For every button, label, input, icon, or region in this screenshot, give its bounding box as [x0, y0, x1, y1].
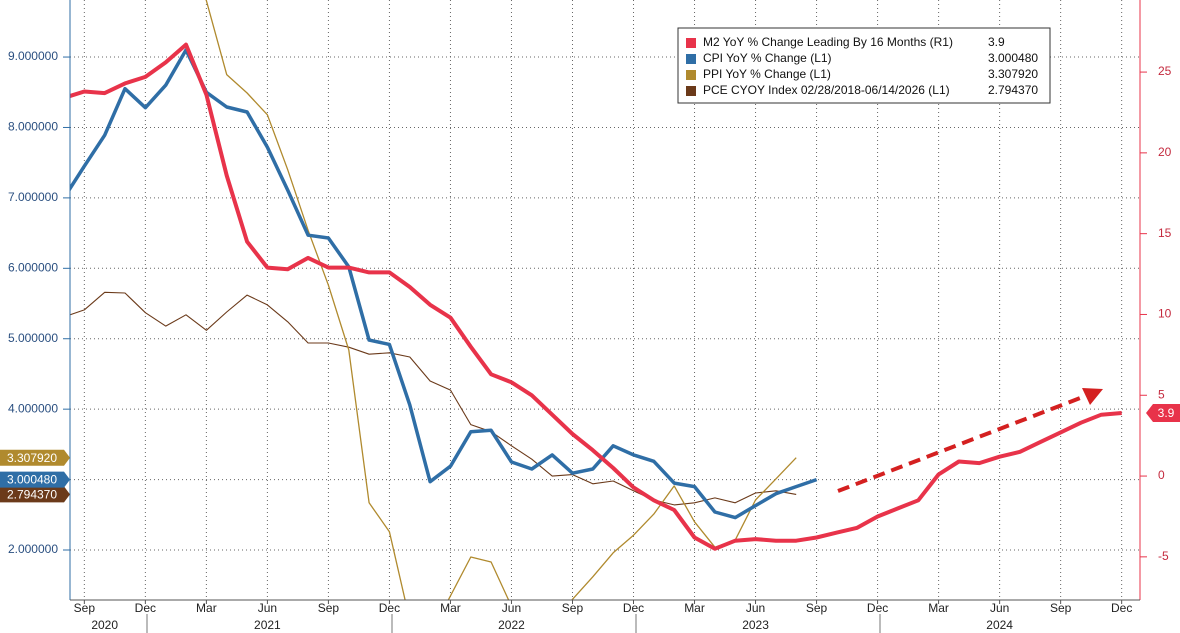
x-tick-label: Jun [258, 601, 277, 615]
y-tick-label: 6.000000 [8, 260, 58, 274]
y-tick-label: 2.000000 [8, 542, 58, 556]
y2-tick-label: 10 [1158, 307, 1172, 321]
axis-tag [1146, 404, 1180, 423]
legend: PCE CYOY Index 02/28/2018-06/14/2026 (L1… [677, 27, 1051, 104]
x-tick-label: Sep [74, 601, 96, 615]
axis-tag-label: 3.9 [1158, 406, 1175, 420]
series-line [70, 291, 797, 506]
x-tick-label: Dec [379, 601, 400, 615]
x-tick-label: Sep [1050, 601, 1072, 615]
x-group-label: 2021 [254, 618, 281, 632]
y-tick-label: 7.000000 [8, 190, 58, 204]
series-line [70, 42, 1122, 551]
x-tick-label: Mar [928, 601, 949, 615]
y2-tick-label: -5 [1158, 549, 1169, 563]
x-group-label: 2023 [742, 618, 769, 632]
legend-box [677, 27, 1051, 104]
x-group-label: 2024 [986, 618, 1013, 632]
legend-label: PCE CYOY Index 02/28/2018-06/14/2026 (L1… [703, 83, 950, 97]
series-line [70, 48, 818, 520]
legend-swatch [686, 86, 696, 96]
y2-tick-label: 25 [1158, 64, 1172, 78]
legend-label: CPI YoY % Change (L1) [703, 51, 832, 65]
trend-arrowhead [1082, 388, 1103, 405]
overlays: 2.0000003.0000004.0000005.0000006.000000… [0, 49, 1180, 632]
x-tick-label: Mar [196, 601, 217, 615]
legend-swatch [686, 38, 696, 48]
x-tick-label: Jun [746, 601, 765, 615]
axis-tag-label: 3.307920 [7, 451, 57, 465]
x-tick-label: Dec [867, 601, 888, 615]
x-tick-label: Sep [562, 601, 584, 615]
y2-tick-label: 5 [1158, 387, 1165, 401]
x-tick-label: Mar [684, 601, 705, 615]
series-line [205, 0, 797, 600]
y2-tick-label: 0 [1158, 468, 1165, 482]
x-tick-label: Dec [1111, 601, 1132, 615]
x-tick-label: Sep [318, 601, 340, 615]
axis-tag-label: 2.794370 [7, 488, 57, 502]
y-tick-label: 9.000000 [8, 49, 58, 63]
x-tick-label: Jun [990, 601, 1009, 615]
axis-tag [0, 486, 70, 503]
legend-value: 2.794370 [988, 83, 1038, 97]
x-tick-label: Dec [623, 601, 644, 615]
y-tick-label: 8.000000 [8, 120, 58, 134]
plot-area [70, 0, 1122, 600]
x-tick-label: Mar [440, 601, 461, 615]
y2-tick-label: 20 [1158, 145, 1172, 159]
axis-tag [0, 471, 70, 488]
legend-swatch [686, 70, 696, 80]
y-tick-label: 4.000000 [8, 401, 58, 415]
legend-value: 3.000480 [988, 51, 1038, 65]
x-group-label: 2020 [91, 618, 118, 632]
x-group-label: 2022 [498, 618, 525, 632]
legend-value: 3.9 [988, 35, 1005, 49]
legend-label: PPI YoY % Change (L1) [703, 67, 831, 81]
x-tick-label: Dec [135, 601, 156, 615]
axis-tag [0, 449, 70, 466]
y2-tick-label: 15 [1158, 226, 1172, 240]
trend-arrow [837, 393, 1089, 493]
legend-value: 3.307920 [988, 67, 1038, 81]
x-tick-label: Jun [502, 601, 521, 615]
legend-label: M2 YoY % Change Leading By 16 Months (R1… [703, 35, 953, 49]
x-tick-label: Sep [806, 601, 828, 615]
y-tick-label: 5.000000 [8, 331, 58, 345]
axis-tag-label: 3.000480 [7, 473, 57, 487]
legend-swatch [686, 54, 696, 64]
